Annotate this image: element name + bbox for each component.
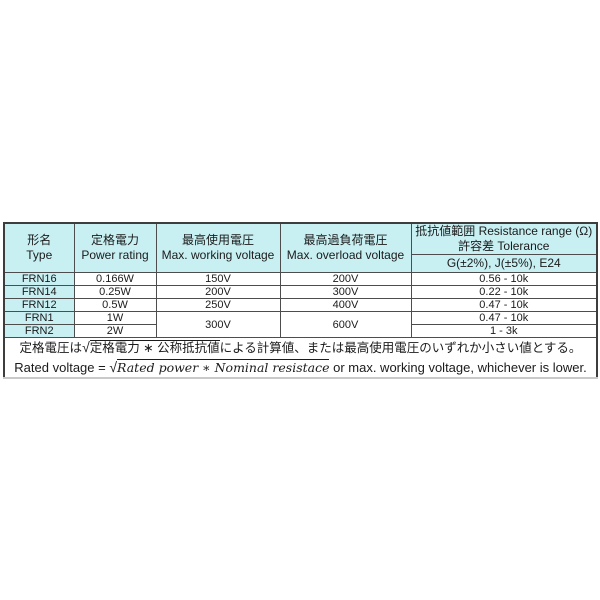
cell-resistance-range: 0.56 - 10k bbox=[410, 272, 598, 286]
col-header-power-ja: 定格電力 bbox=[90, 233, 139, 247]
row-frn12: FRN12 0.5W 250V 400V 0.47 - 10k bbox=[3, 298, 598, 312]
col-header-working-en: Max. working voltage bbox=[161, 248, 275, 262]
cell-overload-voltage-merged: 600V bbox=[279, 311, 412, 338]
col-header-range-line1: 抵抗値範囲 Resistance range (Ω) bbox=[415, 224, 593, 238]
cell-type: FRN2 bbox=[3, 324, 75, 338]
col-header-overload-voltage: 最高過負荷電圧 Max. overload voltage bbox=[279, 222, 412, 273]
cell-working-voltage-merged: 300V bbox=[155, 311, 281, 338]
footnote-ja-suffix: による計算値、または最高使用電圧のいずれか小さい値とする。 bbox=[219, 341, 582, 355]
cell-type: FRN1 bbox=[3, 311, 75, 325]
row-frn16: FRN16 0.166W 150V 200V 0.56 - 10k bbox=[3, 272, 598, 286]
cell-type: FRN14 bbox=[3, 285, 75, 299]
col-header-type: 形名 Type bbox=[3, 222, 75, 273]
cell-power-rating: 1W bbox=[73, 311, 157, 325]
col-header-overload-ja: 最高過負荷電圧 bbox=[303, 233, 388, 247]
footnote-en-sqrt-content: Rated power ∗ Nominal resistace bbox=[117, 359, 330, 375]
cell-power-rating: 0.5W bbox=[73, 298, 157, 312]
cell-overload-voltage: 400V bbox=[279, 298, 412, 312]
footnote-en-prefix: Rated voltage = bbox=[14, 360, 110, 375]
cell-overload-voltage: 200V bbox=[279, 272, 412, 286]
footnote-ja-prefix: 定格電圧は bbox=[19, 341, 83, 355]
col-header-working-voltage: 最高使用電圧 Max. working voltage bbox=[155, 222, 281, 273]
cell-power-rating: 0.166W bbox=[73, 272, 157, 286]
col-header-type-ja: 形名 bbox=[27, 233, 52, 247]
resistor-spec-table: 形名 Type 定格電力 Power rating 最高使用電圧 Max. wo… bbox=[3, 222, 598, 379]
footnotes: 定格電圧は√定格電力 ∗ 公称抵抗値による計算値、または最高使用電圧のいずれか小… bbox=[3, 337, 598, 379]
footnote-ja-sqrt-content: 定格電力 ∗ 公称抵抗値 bbox=[89, 340, 220, 355]
col-header-tolerance-series: G(±2%), J(±5%), E24 bbox=[410, 254, 598, 273]
col-header-resistance-range: 抵抗値範囲 Resistance range (Ω) 許容差 Tolerance bbox=[410, 222, 598, 255]
col-header-type-en: Type bbox=[26, 248, 53, 262]
row-frn14: FRN14 0.25W 200V 300V 0.22 - 10k bbox=[3, 285, 598, 299]
cell-resistance-range: 0.22 - 10k bbox=[410, 285, 598, 299]
notes-row: 定格電圧は√定格電力 ∗ 公称抵抗値による計算値、または最高使用電圧のいずれか小… bbox=[3, 337, 598, 379]
cell-power-rating: 2W bbox=[73, 324, 157, 338]
footnote-english: Rated voltage = √Rated power ∗ Nominal r… bbox=[5, 358, 596, 377]
cell-resistance-range: 0.47 - 10k bbox=[410, 311, 598, 325]
cell-type: FRN16 bbox=[3, 272, 75, 286]
col-header-power-rating: 定格電力 Power rating bbox=[73, 222, 157, 273]
header-subrow: G(±2%), J(±5%), E24 bbox=[4, 254, 598, 273]
col-header-power-en: Power rating bbox=[81, 248, 149, 262]
cell-power-rating: 0.25W bbox=[73, 285, 157, 299]
cell-working-voltage: 150V bbox=[155, 272, 281, 286]
col-header-range-line2: 許容差 Tolerance bbox=[458, 239, 550, 253]
row-frn2: FRN2 2W 1 - 3k bbox=[3, 324, 598, 338]
cell-working-voltage: 200V bbox=[155, 285, 281, 299]
cell-working-voltage: 250V bbox=[155, 298, 281, 312]
cell-overload-voltage: 300V bbox=[279, 285, 412, 299]
cell-type: FRN12 bbox=[3, 298, 75, 312]
cell-resistance-range: 1 - 3k bbox=[410, 324, 598, 338]
footnote-en-suffix: or max. working voltage, whichever is lo… bbox=[329, 360, 587, 375]
cell-resistance-range: 0.47 - 10k bbox=[410, 298, 598, 312]
col-header-overload-en: Max. overload voltage bbox=[286, 248, 405, 262]
footnote-japanese: 定格電圧は√定格電力 ∗ 公称抵抗値による計算値、または最高使用電圧のいずれか小… bbox=[5, 338, 596, 358]
sqrt-symbol: √ bbox=[82, 339, 90, 355]
sqrt-symbol: √ bbox=[109, 359, 118, 375]
col-header-working-ja: 最高使用電圧 bbox=[181, 233, 254, 247]
row-frn1: FRN1 1W 300V 600V 0.47 - 10k bbox=[3, 311, 598, 338]
header-row: 形名 Type 定格電力 Power rating 最高使用電圧 Max. wo… bbox=[3, 222, 598, 273]
